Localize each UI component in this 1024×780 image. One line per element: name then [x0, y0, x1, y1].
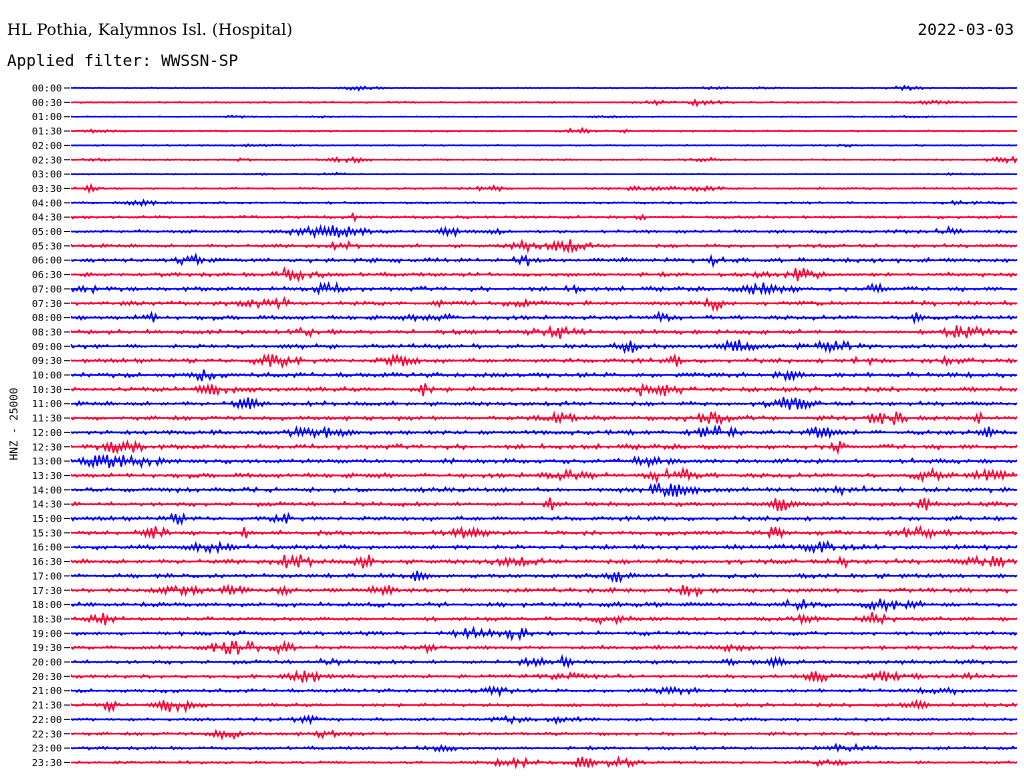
row-time-label: 23:00 — [32, 744, 62, 755]
station-title: HL Pothia, Kalymnos Isl. (Hospital) — [7, 20, 293, 39]
row-time-label: 02:30 — [32, 155, 62, 166]
row-time-label: 16:00 — [32, 543, 62, 554]
row-time-label: 01:30 — [32, 127, 62, 138]
row-time-label: 14:30 — [32, 500, 62, 511]
row-time-label: 21:00 — [32, 686, 62, 697]
row-time-label: 05:00 — [32, 227, 62, 238]
row-time-label: 03:00 — [32, 170, 62, 181]
row-time-label: 03:30 — [32, 184, 62, 195]
row-time-label: 14:00 — [32, 485, 62, 496]
row-time-label: 09:30 — [32, 356, 62, 367]
row-time-label: 13:00 — [32, 457, 62, 468]
trace-row — [70, 698, 1018, 714]
row-time-label: 12:00 — [32, 428, 62, 439]
row-time-label: 20:00 — [32, 658, 62, 669]
row-time-label: 20:30 — [32, 672, 62, 683]
row-time-label: 11:00 — [32, 399, 62, 410]
row-time-label: 19:30 — [32, 643, 62, 654]
row-time-label: 07:30 — [32, 299, 62, 310]
filter-label: Applied filter: WWSSN-SP — [7, 51, 239, 70]
trace-row — [70, 338, 1018, 355]
row-time-label: 05:30 — [32, 241, 62, 252]
row-time-label: 23:30 — [32, 758, 62, 769]
row-time-label: 01:00 — [32, 112, 62, 123]
row-time-label: 15:30 — [32, 528, 62, 539]
row-time-label: 16:30 — [32, 557, 62, 568]
row-time-label: 08:30 — [32, 327, 62, 338]
row-time-label: 21:30 — [32, 701, 62, 712]
row-time-label: 17:00 — [32, 571, 62, 582]
row-time-label: 08:00 — [32, 313, 62, 324]
row-time-label: 22:00 — [32, 715, 62, 726]
row-time-label: 07:00 — [32, 284, 62, 295]
row-time-label: 10:30 — [32, 385, 62, 396]
row-time-label: 18:00 — [32, 600, 62, 611]
row-time-label: 04:30 — [32, 213, 62, 224]
row-time-label: 00:00 — [32, 84, 62, 95]
row-time-label: 19:00 — [32, 629, 62, 640]
row-time-label: 13:30 — [32, 471, 62, 482]
row-time-label: 18:30 — [32, 614, 62, 625]
row-time-label: 11:30 — [32, 414, 62, 425]
row-time-label: 04:00 — [32, 198, 62, 209]
row-time-label: 06:30 — [32, 270, 62, 281]
row-time-label: 10:00 — [32, 371, 62, 382]
row-time-label: 09:00 — [32, 342, 62, 353]
row-time-label: 06:00 — [32, 256, 62, 267]
row-time-label: 02:00 — [32, 141, 62, 152]
row-time-label: 17:30 — [32, 586, 62, 597]
row-time-label: 00:30 — [32, 98, 62, 109]
row-time-label: 22:30 — [32, 729, 62, 740]
date-label: 2022-03-03 — [917, 20, 1014, 39]
row-time-label: 12:30 — [32, 442, 62, 453]
row-time-label: 15:00 — [32, 514, 62, 525]
